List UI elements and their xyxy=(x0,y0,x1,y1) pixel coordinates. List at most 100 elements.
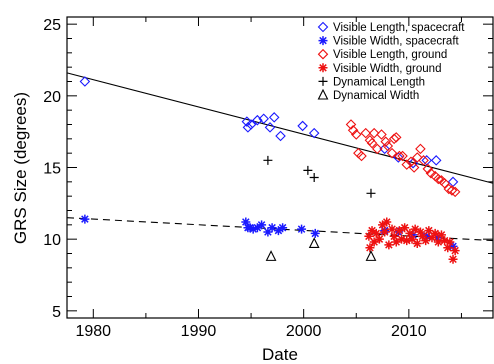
data-point xyxy=(448,254,458,264)
data-point xyxy=(267,223,277,233)
data-point xyxy=(365,243,375,253)
legend-item: Dynamical Width xyxy=(317,88,419,102)
data-point xyxy=(366,188,376,198)
data-point xyxy=(368,127,380,139)
data-point xyxy=(396,234,406,244)
data-point xyxy=(439,177,450,189)
data-point xyxy=(407,234,417,244)
data-point xyxy=(264,122,276,133)
data-point xyxy=(394,150,405,162)
data-point xyxy=(391,237,401,247)
data-point xyxy=(372,143,383,155)
data-point xyxy=(79,76,91,87)
data-point xyxy=(382,140,394,152)
data-point xyxy=(273,226,283,236)
data-point xyxy=(430,155,442,166)
y-tick-label: 25 xyxy=(43,17,61,34)
legend-marker xyxy=(318,76,328,86)
legend-label: Visible Width, spacecraft xyxy=(333,36,460,48)
data-point xyxy=(415,227,425,237)
data-point xyxy=(303,165,313,175)
data-point xyxy=(278,223,288,233)
y-tick-label: 20 xyxy=(43,89,61,106)
data-point xyxy=(424,226,434,236)
data-point xyxy=(345,119,357,130)
legend-marker xyxy=(318,36,328,46)
series-5 xyxy=(265,237,377,261)
legend-item: Visible Width, ground xyxy=(318,63,441,75)
series-2 xyxy=(345,119,461,198)
data-point xyxy=(386,147,398,159)
data-point xyxy=(297,224,307,234)
data-point xyxy=(408,162,420,173)
x-tick-label: 1990 xyxy=(181,323,217,340)
x-axis-title: Date xyxy=(262,345,298,364)
data-point xyxy=(411,152,423,163)
data-point xyxy=(275,130,286,142)
data-point xyxy=(401,159,413,170)
data-point xyxy=(432,233,442,243)
data-point xyxy=(418,231,428,241)
data-point xyxy=(245,119,257,130)
data-point xyxy=(436,230,446,240)
data-point xyxy=(389,231,399,241)
data-point xyxy=(310,228,320,238)
data-point xyxy=(446,185,458,196)
data-point xyxy=(364,231,374,241)
x-tick-label: 2000 xyxy=(286,323,322,340)
data-point xyxy=(380,227,390,237)
solid-fit-line xyxy=(66,72,494,184)
data-point xyxy=(308,237,320,249)
legend-label: Dynamical Length xyxy=(333,76,425,88)
data-point xyxy=(397,150,408,162)
legend-item: Visible Length, ground xyxy=(317,48,447,61)
data-point xyxy=(367,226,377,236)
data-point xyxy=(382,217,392,227)
data-point xyxy=(263,227,273,237)
legend: Visible Length, spacecraft Visible Width,… xyxy=(317,21,465,102)
series-3 xyxy=(364,217,460,264)
data-point xyxy=(80,214,90,224)
data-point xyxy=(360,127,372,139)
data-point xyxy=(356,150,367,162)
data-point xyxy=(443,243,453,253)
data-point xyxy=(376,129,387,140)
legend-label: Visible Length, spacecraft xyxy=(333,22,465,34)
legend-item: Visible Length, spacecraft xyxy=(317,21,465,34)
data-point xyxy=(421,236,431,246)
y-tick-label: 10 xyxy=(43,232,61,249)
data-point xyxy=(308,127,320,139)
data-point xyxy=(422,163,434,175)
data-point xyxy=(445,237,455,247)
data-point xyxy=(366,137,378,149)
data-point xyxy=(418,155,429,166)
data-point xyxy=(248,224,258,234)
data-point xyxy=(297,120,308,132)
data-points xyxy=(79,76,461,264)
data-point xyxy=(369,237,379,247)
legend-marker xyxy=(318,63,328,73)
data-point xyxy=(448,241,458,251)
data-point xyxy=(257,220,267,230)
data-point xyxy=(410,224,420,234)
data-point xyxy=(252,114,263,126)
data-point xyxy=(390,132,402,143)
data-point xyxy=(242,122,254,133)
data-point xyxy=(258,113,269,125)
data-point xyxy=(425,167,437,179)
data-point xyxy=(263,155,273,165)
data-point xyxy=(241,217,251,227)
data-point xyxy=(412,238,422,248)
y-tick-label: 15 xyxy=(43,161,61,178)
data-point xyxy=(433,173,444,185)
legend-item: Visible Width, spacecraft xyxy=(318,36,460,48)
legend-marker xyxy=(317,48,329,60)
data-point xyxy=(378,220,388,230)
data-point xyxy=(353,147,364,159)
legend-marker xyxy=(317,88,329,100)
data-point xyxy=(450,246,460,256)
data-point xyxy=(400,223,410,233)
data-point xyxy=(268,112,280,123)
x-tick-label: 2010 xyxy=(391,323,427,340)
